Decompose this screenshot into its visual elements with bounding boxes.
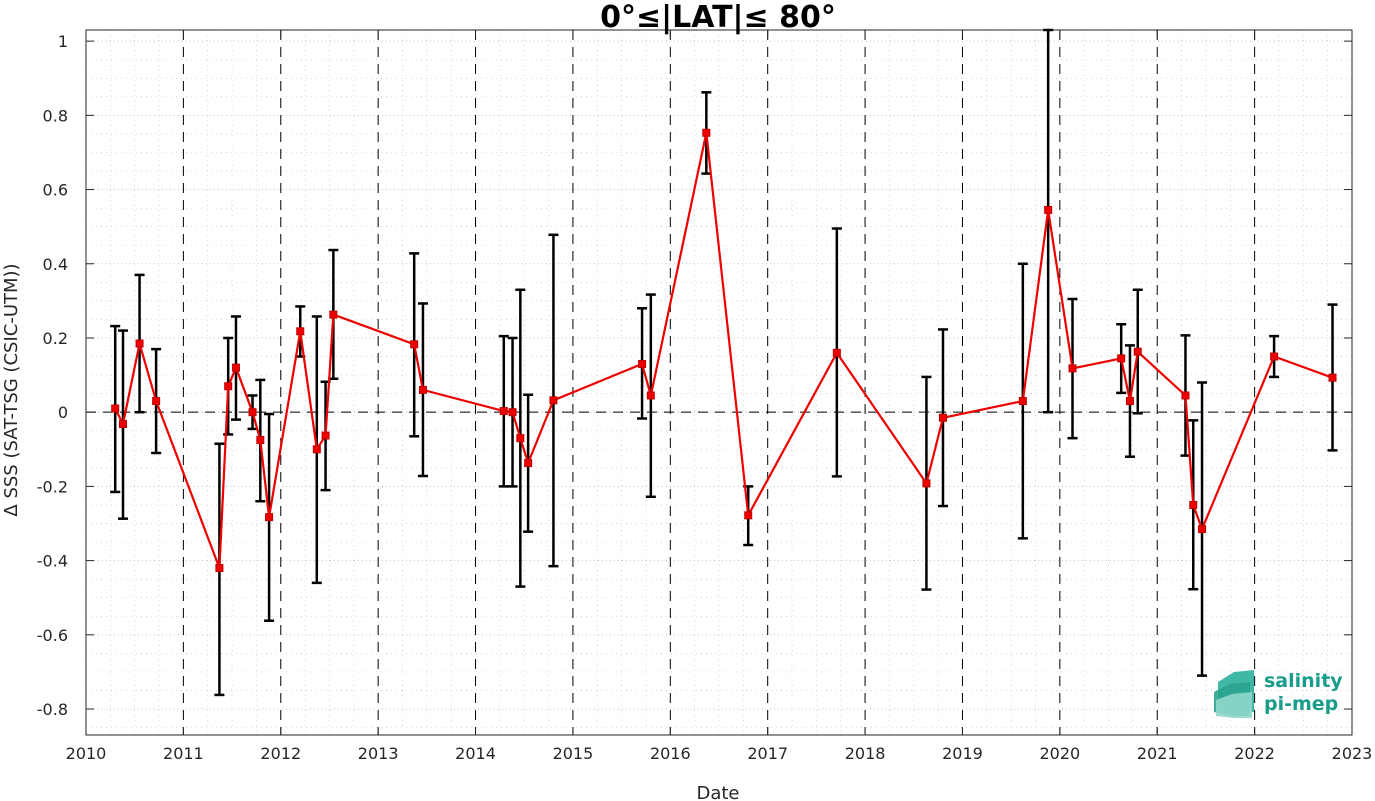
data-point-marker (508, 408, 517, 417)
data-point-marker (1117, 354, 1126, 363)
x-tick-label: 2017 (747, 744, 788, 763)
x-tick-label: 2023 (1332, 744, 1373, 763)
error-bar (1043, 28, 1054, 414)
x-tick-label: 2013 (358, 744, 399, 763)
y-tick-label: 1 (58, 32, 68, 51)
data-point-marker (922, 479, 931, 488)
data-point-marker (1181, 391, 1190, 400)
x-tick-label: 2014 (455, 744, 496, 763)
data-point-marker (1328, 373, 1337, 382)
data-point-marker (1068, 364, 1077, 373)
data-point-marker (231, 363, 240, 372)
y-tick-label: 0 (58, 403, 68, 422)
x-tick-label: 2012 (260, 744, 301, 763)
x-tick-label: 2020 (1039, 744, 1080, 763)
data-point-marker (256, 436, 265, 445)
data-point-marker (1125, 397, 1134, 406)
data-point-marker (702, 128, 711, 137)
y-tick-label: -0.4 (37, 552, 68, 571)
logo-line-2: pi-mep (1264, 693, 1338, 715)
data-point-marker (152, 397, 161, 406)
data-point-marker (135, 339, 144, 348)
data-point-marker (410, 340, 419, 349)
x-tick-label: 2021 (1137, 744, 1178, 763)
data-point-marker (744, 511, 753, 520)
y-tick-label: 0.4 (43, 255, 68, 274)
y-tick-label: 0.8 (43, 106, 68, 125)
data-point-marker (418, 385, 427, 394)
x-axis-label: Date (696, 783, 739, 801)
y-tick-label: -0.8 (37, 700, 68, 719)
data-point-marker (499, 407, 508, 416)
axis-ticks (85, 30, 1353, 735)
x-tick-label: 2022 (1234, 744, 1275, 763)
data-point-marker (296, 327, 305, 336)
y-tick-label: 0.2 (43, 329, 68, 348)
salinity-pi-mep-logo: salinity pi-mep (1214, 670, 1343, 718)
x-tick-label: 2011 (163, 744, 204, 763)
x-tick-label: 2018 (845, 744, 886, 763)
logo-line-1: salinity (1264, 670, 1343, 692)
data-point-marker (329, 310, 338, 319)
chart-title: 0°≤|LAT|≤ 80° (600, 0, 836, 35)
x-tick-label: 2016 (650, 744, 691, 763)
wave-logo-icon (1214, 670, 1254, 718)
data-point-marker (1198, 525, 1207, 534)
data-point-marker (638, 359, 647, 368)
x-tick-labels: 2010 2011 2012 2013 2014 2015 2016 2017 2018 2019… (66, 744, 1373, 763)
y-tick-labels: -0.8 -0.6 -0.4 -0.2 0 0.2 0.4 0.6 0.8 1 (37, 32, 68, 719)
data-point-marker (549, 396, 558, 405)
data-point-marker (1133, 347, 1142, 356)
data-point-marker (646, 391, 655, 400)
data-point-marker (215, 564, 224, 573)
data-point-marker (938, 413, 947, 422)
data-point-marker (1189, 500, 1198, 509)
minor-grid (86, 30, 1352, 735)
data-point-marker (248, 408, 257, 417)
x-tick-label: 2019 (942, 744, 983, 763)
series-markers (111, 128, 1337, 573)
year-dividers (182, 30, 1256, 735)
data-point-marker (1270, 352, 1279, 361)
data-point-marker (312, 445, 321, 454)
data-point-marker (524, 459, 533, 468)
y-tick-label: -0.2 (37, 477, 68, 496)
y-axis-label: Δ SSS (SAT-TSG (CSIC-UTM)) (1, 263, 22, 516)
plot-frame (85, 29, 1353, 736)
data-point-marker (1044, 205, 1053, 214)
y-tick-label: 0.6 (43, 181, 68, 200)
data-point-marker (321, 431, 330, 440)
data-point-marker (265, 513, 274, 522)
data-point-marker (224, 382, 233, 391)
data-point-marker (111, 404, 120, 413)
data-point-marker (1018, 397, 1027, 406)
x-tick-label: 2015 (553, 744, 594, 763)
y-tick-label: -0.6 (37, 626, 68, 645)
data-point-marker (119, 420, 128, 429)
x-tick-label: 2010 (66, 744, 107, 763)
data-point-marker (832, 348, 841, 357)
data-point-marker (516, 434, 525, 443)
